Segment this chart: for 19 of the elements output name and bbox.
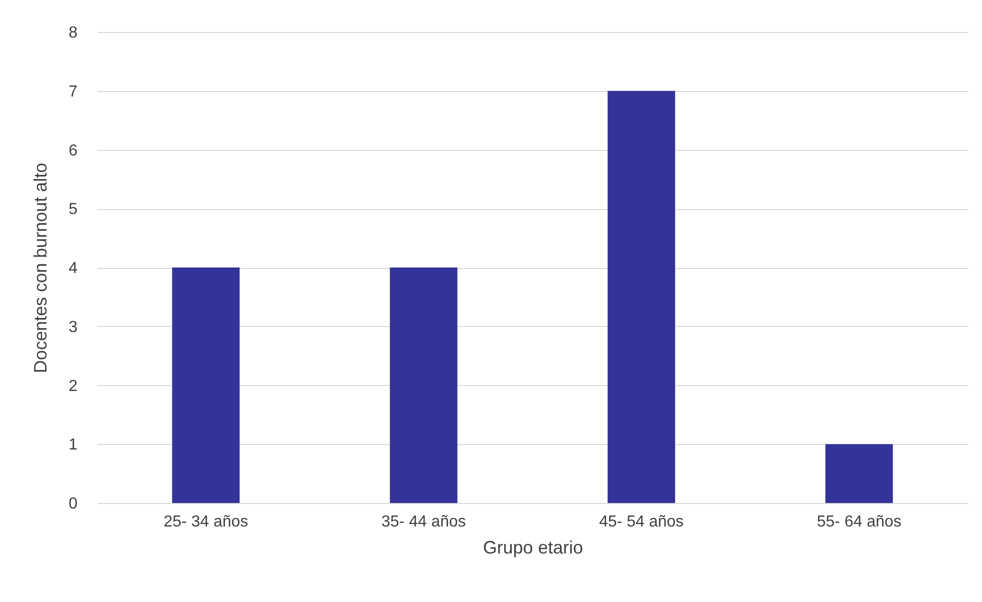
y-tick-label: 2 (68, 378, 78, 395)
bar (825, 444, 893, 503)
x-axis-title: Grupo etario (482, 538, 584, 558)
bar (390, 268, 458, 503)
bar (608, 90, 676, 503)
y-tick-label: 1 (68, 436, 78, 454)
y-tick-label: 8 (68, 24, 78, 42)
bar (172, 268, 240, 503)
x-tick-label: 45- 54 años (599, 514, 684, 530)
y-axis-title: Docentes con burnout alto (30, 162, 51, 374)
y-tick-label: 0 (68, 496, 78, 512)
y-tick-label: 3 (68, 318, 78, 336)
y-tick-label: 4 (68, 260, 78, 277)
y-tick-label: 5 (68, 201, 78, 218)
y-tick-label: 6 (68, 142, 78, 160)
y-tick-label: 7 (68, 83, 78, 100)
x-tick-label: 35- 44 años (381, 514, 466, 530)
x-tick-label: 55- 64 años (816, 514, 902, 530)
x-tick-label: 25- 34 años (164, 514, 248, 530)
